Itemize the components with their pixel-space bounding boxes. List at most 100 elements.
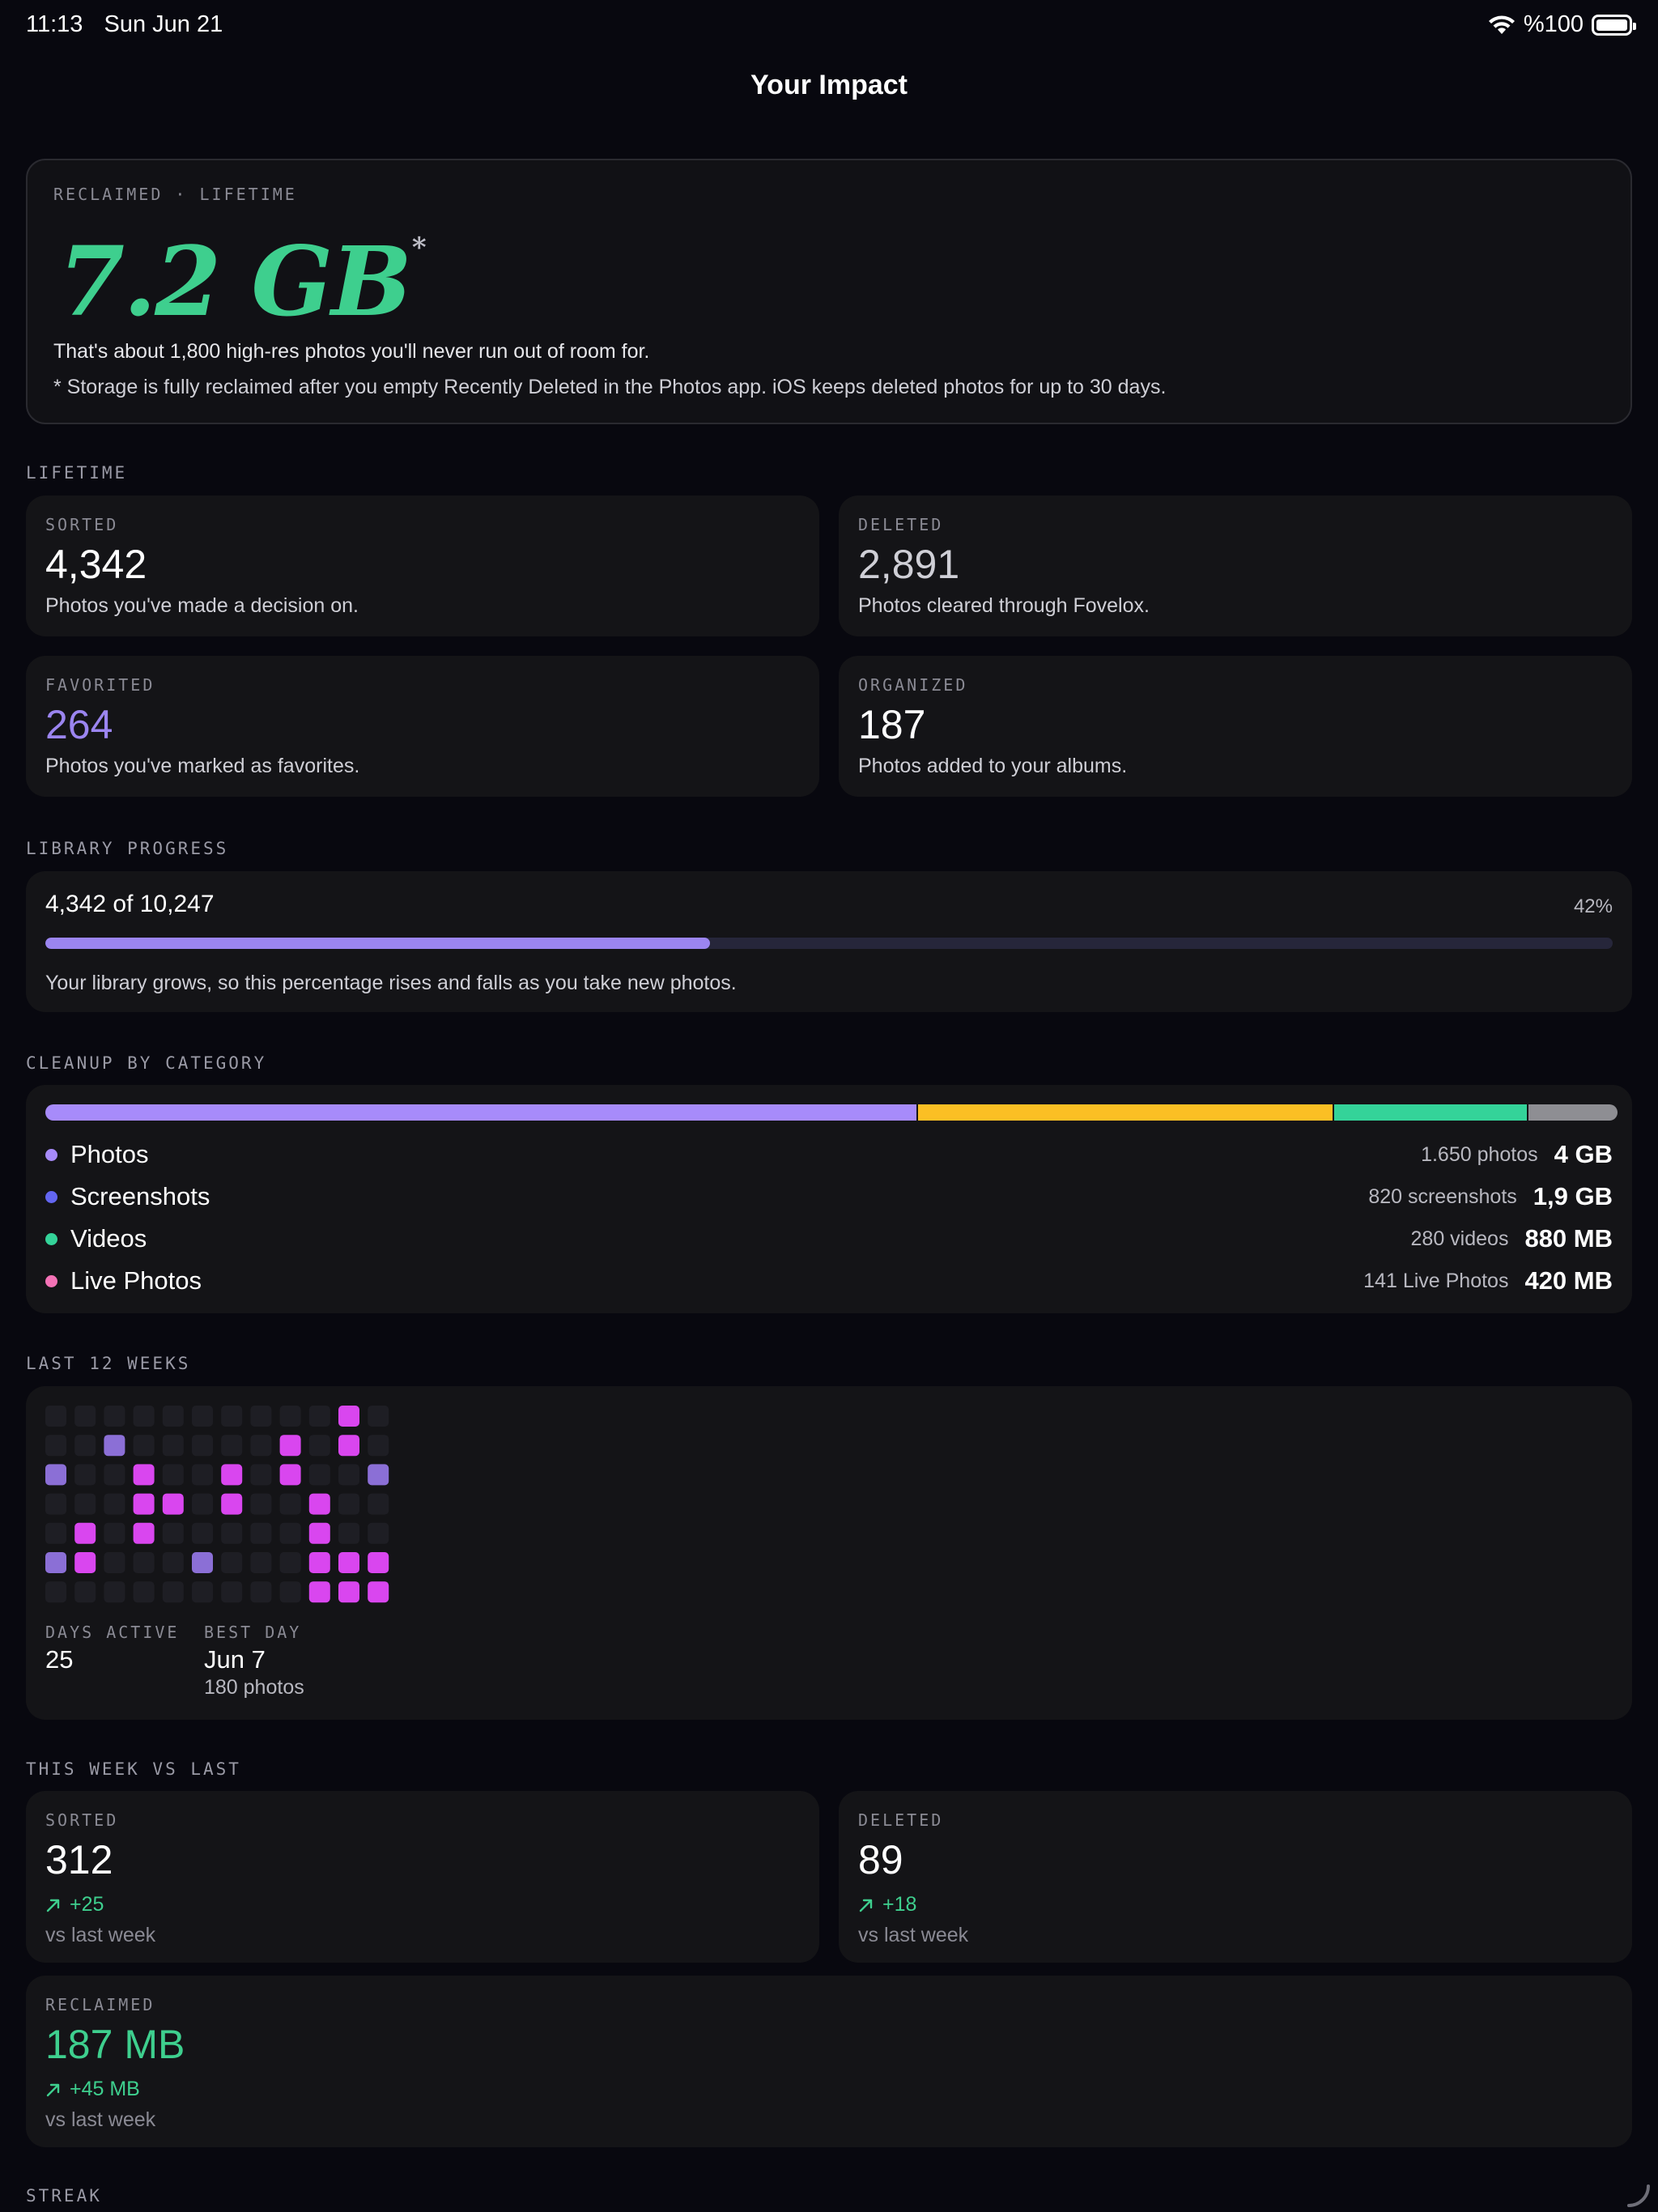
heatmap-day-cell: [133, 1581, 155, 1603]
heatmap-day-cell: [133, 1406, 155, 1427]
cleanup-category-card: Photos 1.650 photos 4 GB Screenshots 820…: [26, 1085, 1632, 1313]
heatmap-day-cell: [133, 1493, 155, 1515]
heatmap-day-cell: [162, 1522, 184, 1544]
heatmap-day-cell: [250, 1435, 272, 1457]
heatmap-day-cell: [250, 1406, 272, 1427]
heatmap-day-cell: [104, 1581, 125, 1603]
heatmap-day-cell: [221, 1406, 243, 1427]
week-value: 312: [45, 1837, 113, 1882]
page-title: Your Impact: [750, 70, 908, 100]
status-bar: 11:13 Sun Jun 21 %100: [0, 0, 1658, 52]
category-name: Photos: [70, 1140, 149, 1168]
heatmap-day-cell: [133, 1552, 155, 1573]
best-day-count: 180 photos: [204, 1676, 304, 1699]
heatmap-day-cell: [338, 1522, 359, 1544]
stat-card-sorted: SORTED 4,342 Photos you've made a decisi…: [26, 496, 819, 636]
category-row-videos: Videos 280 videos 880 MB: [45, 1223, 1613, 1255]
category-bar-segment: [45, 1104, 919, 1121]
trend-up-icon: [46, 1899, 60, 1912]
week-card-deleted: DELETED 89 +18 vs last week: [839, 1791, 1632, 1963]
section-label-cleanup: CLEANUP BY CATEGORY: [26, 1053, 267, 1073]
heatmap-day-cell: [74, 1435, 96, 1457]
wifi-icon: [1488, 15, 1515, 34]
progress-bar-fill: [45, 938, 710, 949]
heatmap-day-cell: [250, 1581, 272, 1603]
week-kicker: SORTED: [45, 1810, 119, 1830]
stat-kicker: ORGANIZED: [858, 675, 968, 695]
week-value: 89: [858, 1837, 903, 1882]
heatmap-day-cell: [133, 1435, 155, 1457]
week-comparison: vs last week: [45, 2108, 156, 2131]
heatmap-day-cell: [133, 1464, 155, 1486]
status-bar-indicators: %100: [1488, 11, 1636, 38]
asterisk-mark: *: [411, 232, 427, 264]
heatmap-day-cell: [250, 1522, 272, 1544]
hero-kicker: RECLAIMED · LIFETIME: [53, 185, 297, 204]
trend-up-icon: [859, 1899, 873, 1912]
heatmap-day-cell: [74, 1406, 96, 1427]
category-dot: [45, 1232, 57, 1245]
heatmap-day-cell: [45, 1552, 66, 1573]
category-row-live-photos: Live Photos 141 Live Photos 420 MB: [45, 1265, 1613, 1297]
status-bar-clock: 11:13 Sun Jun 21: [26, 11, 237, 38]
heatmap-day-cell: [308, 1464, 330, 1486]
heatmap-day-cell: [250, 1493, 272, 1515]
heatmap-day-cell: [74, 1464, 96, 1486]
status-date: Sun Jun 21: [104, 11, 223, 37]
category-count: 141 Live Photos: [1363, 1269, 1509, 1292]
heatmap-day-cell: [45, 1435, 66, 1457]
stat-kicker: DELETED: [858, 515, 944, 534]
heatmap-day-cell: [192, 1493, 213, 1515]
heatmap-day-cell: [162, 1581, 184, 1603]
category-dot: [45, 1274, 57, 1287]
heatmap-day-cell: [162, 1406, 184, 1427]
heatmap-day-cell: [338, 1406, 359, 1427]
heatmap-day-cell: [192, 1406, 213, 1427]
best-day-label: BEST DAY: [204, 1623, 302, 1642]
heatmap-day-cell: [221, 1581, 243, 1603]
heatmap-day-cell: [74, 1493, 96, 1515]
heatmap-day-cell: [192, 1464, 213, 1486]
heatmap-day-cell: [45, 1493, 66, 1515]
heatmap-day-cell: [192, 1522, 213, 1544]
heatmap-day-cell: [192, 1435, 213, 1457]
category-name: Screenshots: [70, 1182, 210, 1210]
category-bar-segment: [1528, 1104, 1618, 1121]
heatmap-day-cell: [279, 1464, 301, 1486]
week-card-sorted: SORTED 312 +25 vs last week: [26, 1791, 819, 1963]
heatmap-day-cell: [45, 1406, 66, 1427]
heatmap-day-cell: [368, 1435, 389, 1457]
section-label-streak: STREAK: [26, 2186, 102, 2206]
progress-note: Your library grows, so this percentage r…: [45, 972, 737, 994]
category-count: 280 videos: [1410, 1227, 1509, 1250]
heatmap-day-cell: [162, 1552, 184, 1573]
week-value: 187 MB: [45, 2022, 185, 2067]
heatmap-day-cell: [74, 1522, 96, 1544]
heatmap-day-cell: [133, 1522, 155, 1544]
section-label-lifetime: LIFETIME: [26, 463, 128, 483]
activity-heatmap: [45, 1406, 389, 1603]
week-card-reclaimed: RECLAIMED 187 MB +45 MB vs last week: [26, 1976, 1632, 2147]
heatmap-day-cell: [338, 1493, 359, 1515]
battery-icon: [1592, 14, 1636, 36]
heatmap-day-cell: [104, 1493, 125, 1515]
heatmap-day-cell: [368, 1493, 389, 1515]
stat-description: Photos added to your albums.: [858, 755, 1128, 777]
category-size: 4 GB: [1554, 1140, 1613, 1168]
category-row-photos: Photos 1.650 photos 4 GB: [45, 1138, 1613, 1171]
heatmap-day-cell: [104, 1464, 125, 1486]
progress-bar: [45, 938, 1613, 949]
progress-count: 4,342 of 10,247: [45, 891, 215, 917]
stat-value: 187: [858, 702, 926, 747]
heatmap-day-cell: [338, 1581, 359, 1603]
section-label-last-12-weeks: LAST 12 WEEKS: [26, 1354, 191, 1373]
resize-handle-icon[interactable]: [1624, 2181, 1652, 2209]
week-delta-text: +25: [70, 1893, 104, 1916]
week-comparison: vs last week: [858, 1924, 969, 1946]
heatmap-day-cell: [279, 1435, 301, 1457]
week-delta-text: +45 MB: [70, 2078, 140, 2100]
heatmap-day-cell: [74, 1552, 96, 1573]
category-row-screenshots: Screenshots 820 screenshots 1,9 GB: [45, 1180, 1613, 1213]
heatmap-day-cell: [338, 1435, 359, 1457]
heatmap-day-cell: [221, 1464, 243, 1486]
